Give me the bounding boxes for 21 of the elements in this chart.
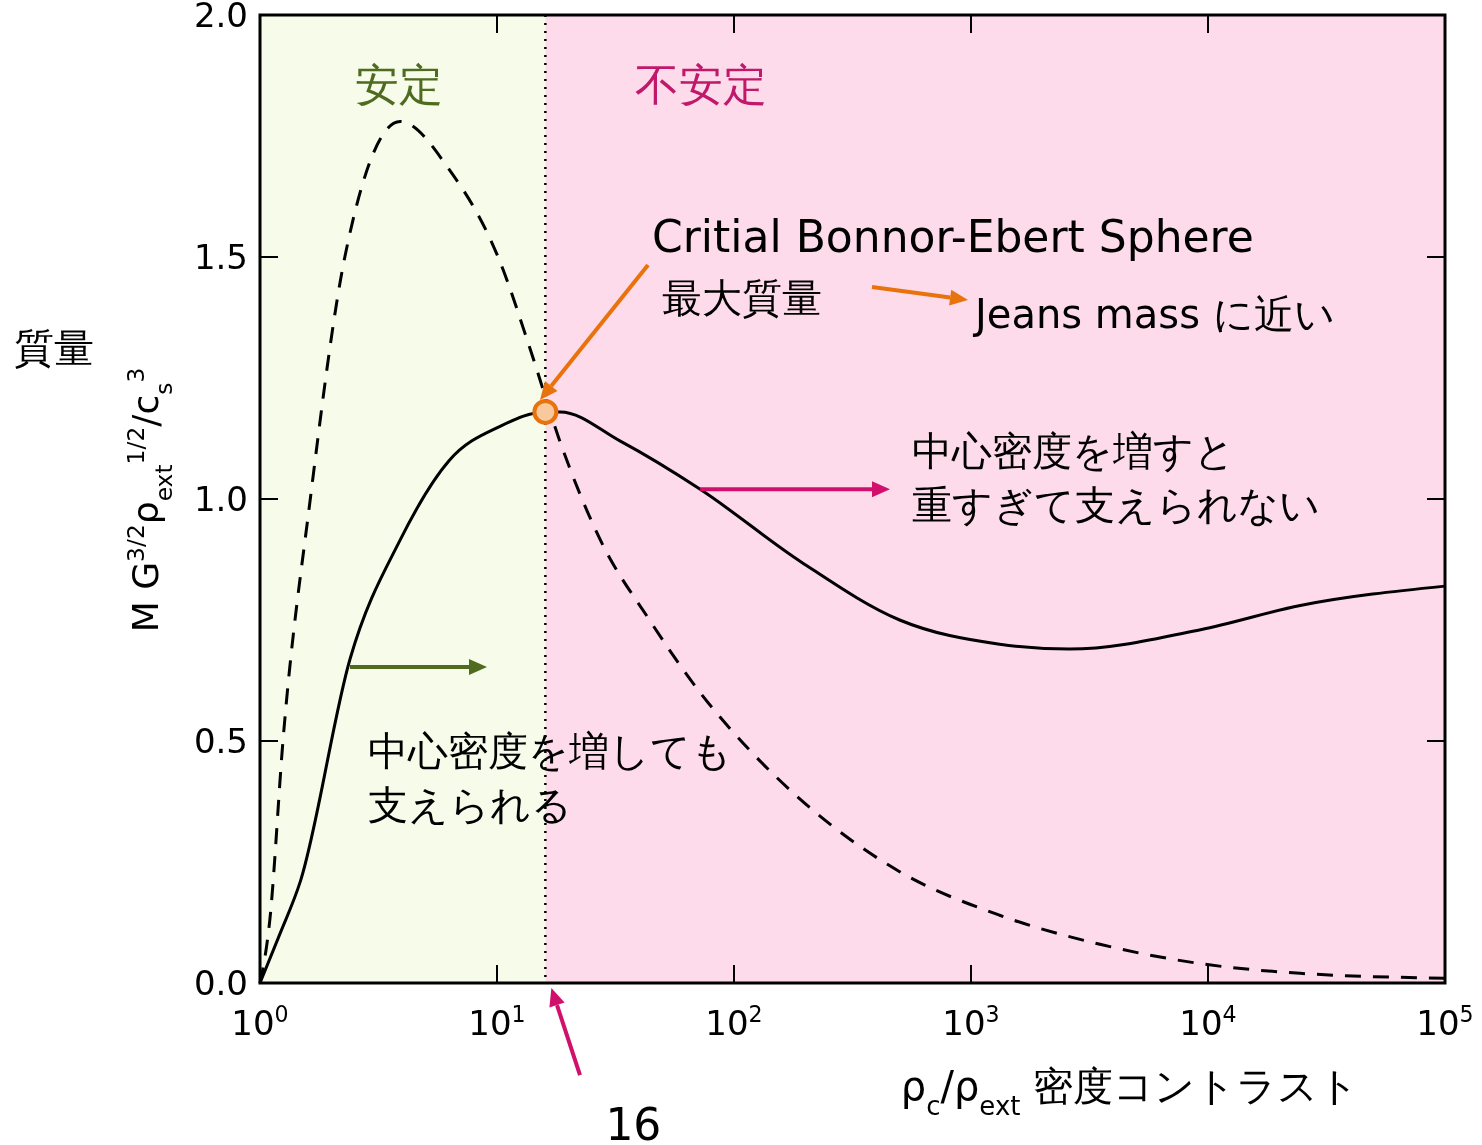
band-label: 安定: [355, 59, 443, 110]
y-tick-label: 0.0: [193, 963, 248, 1003]
x-tick-label: 10$^{0}$: [231, 1001, 289, 1043]
annotation: Jeans mass に近い: [972, 291, 1335, 337]
x-axis-title: ρ$_{c}$/ρ$_{ext}$ 密度コントラスト: [900, 1063, 1360, 1121]
band-label: 不安定: [635, 59, 768, 110]
y-tick-label: 0.5: [193, 721, 248, 761]
ref-line-label: 16: [605, 1099, 662, 1145]
annotation: 中心密度を増すと重すぎて支えられない: [912, 428, 1320, 528]
annotation: 最大質量: [662, 275, 822, 321]
x-tick-label: 10$^{1}$: [468, 1001, 526, 1043]
y-tick-label: 2.0: [193, 0, 248, 35]
annotation: 中心密度を増しても支えられる: [368, 728, 732, 828]
x-tick-label: 10$^{4}$: [1179, 1001, 1237, 1043]
x-tick-label: 10$^{3}$: [942, 1001, 1000, 1043]
y-tick-label: 1.5: [193, 237, 248, 277]
text: 質量: [14, 325, 94, 371]
x-tick-label: 10$^{2}$: [705, 1001, 763, 1043]
x-tick-label: 10$^{5}$: [1416, 1001, 1474, 1043]
y-tick-label: 1.0: [193, 479, 248, 519]
annotation: Critial Bonnor-Ebert Sphere: [652, 211, 1254, 262]
